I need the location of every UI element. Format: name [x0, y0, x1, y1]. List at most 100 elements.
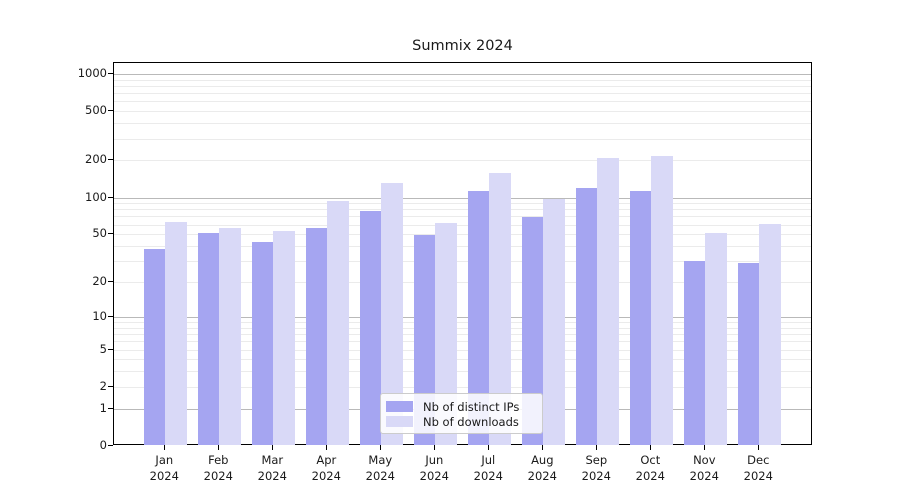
y-tick-label-500: 500	[85, 103, 107, 118]
y-tick-label-20: 20	[92, 274, 107, 288]
bar-downloads-may	[381, 182, 403, 445]
gridline-9	[114, 322, 811, 323]
y-tick-10	[108, 315, 113, 317]
bar-distinct-ips-may	[359, 210, 382, 445]
bar-distinct-ips-oct	[629, 190, 652, 445]
x-tick-label-dec: Dec 2024	[743, 453, 773, 483]
y-tick-200	[108, 159, 113, 161]
gridline-100	[114, 197, 811, 199]
bar-downloads-nov	[705, 233, 727, 445]
bar-downloads-apr	[327, 201, 349, 445]
gridline-6	[114, 341, 811, 343]
y-tick-label-50: 50	[92, 226, 107, 241]
bar-downloads-jan	[165, 222, 187, 445]
bar-downloads-jun	[435, 222, 457, 445]
y-tick-label-200: 200	[85, 152, 107, 167]
gridline-70	[114, 216, 811, 218]
gridline-50	[114, 234, 811, 236]
x-tick-apr	[326, 445, 328, 450]
bar-downloads-mar	[273, 231, 295, 445]
bar-downloads-feb	[219, 228, 241, 445]
bar-downloads-aug	[543, 199, 565, 445]
legend: Nb of distinct IPs Nb of downloads	[380, 393, 543, 434]
gridline-7	[114, 334, 811, 335]
y-tick-label-5: 5	[99, 341, 107, 356]
bar-distinct-ips-jun	[413, 235, 436, 445]
bar-distinct-ips-dec	[737, 262, 760, 445]
y-tick-label-1000: 1000	[77, 65, 107, 80]
gridline-8	[114, 327, 811, 329]
x-tick-aug	[542, 445, 544, 450]
x-tick-label-oct: Oct 2024	[635, 453, 665, 483]
gridline-80	[114, 209, 811, 211]
bar-downloads-sep	[597, 158, 619, 445]
x-tick-label-jul: Jul 2024	[473, 453, 503, 483]
x-tick-jan	[164, 445, 166, 450]
gridline-300	[114, 138, 811, 140]
bar-distinct-ips-aug	[521, 217, 544, 445]
x-tick-label-nov: Nov 2024	[689, 453, 719, 483]
bar-downloads-oct	[651, 156, 673, 445]
y-tick-5	[108, 348, 113, 350]
y-tick-0	[108, 445, 113, 446]
x-tick-label-jan: Jan 2024	[149, 453, 179, 483]
legend-swatch-distinct-ips	[386, 401, 413, 412]
x-tick-mar	[272, 445, 274, 450]
x-tick-dec	[758, 445, 760, 450]
y-tick-label-10: 10	[92, 308, 107, 323]
bar-distinct-ips-apr	[305, 228, 328, 445]
legend-item-distinct-ips: Nb of distinct IPs	[386, 399, 534, 414]
y-tick-1	[108, 407, 113, 409]
y-tick-100	[108, 196, 113, 198]
x-tick-jun	[434, 445, 436, 450]
x-tick-label-mar: Mar 2024	[257, 453, 287, 483]
y-tick-500	[108, 110, 113, 112]
gridline-20	[114, 282, 811, 283]
legend-label-distinct-ips: Nb of distinct IPs	[423, 399, 520, 414]
x-tick-label-may: May 2024	[365, 453, 395, 483]
x-tick-label-jun: Jun 2024	[419, 453, 449, 483]
x-tick-may	[380, 445, 382, 450]
x-tick-label-aug: Aug 2024	[527, 453, 557, 483]
legend-label-downloads: Nb of downloads	[423, 414, 519, 429]
y-tick-label-100: 100	[85, 189, 107, 204]
gridline-200	[114, 160, 811, 162]
plot-area	[113, 62, 812, 445]
gridline-30	[114, 261, 811, 263]
gridline-800	[114, 85, 811, 87]
x-tick-nov	[704, 445, 706, 450]
bar-distinct-ips-jan	[143, 248, 166, 445]
bar-distinct-ips-sep	[575, 188, 598, 445]
gridline-2	[114, 386, 811, 388]
gridline-900	[114, 79, 811, 81]
x-tick-jul	[488, 445, 490, 450]
gridline-400	[114, 123, 811, 125]
bar-downloads-dec	[759, 223, 781, 445]
chart-title: Summix 2024	[412, 38, 513, 54]
bar-distinct-ips-nov	[683, 261, 706, 445]
x-tick-label-apr: Apr 2024	[311, 453, 341, 483]
y-tick-2	[108, 385, 113, 387]
gridline-700	[114, 93, 811, 95]
y-tick-20	[108, 281, 113, 282]
legend-item-downloads: Nb of downloads	[386, 414, 534, 429]
gridline-10	[114, 316, 811, 318]
y-tick-1000	[108, 72, 113, 74]
gridline-60	[114, 224, 811, 226]
bar-distinct-ips-feb	[197, 233, 220, 445]
x-tick-label-sep: Sep 2024	[581, 453, 611, 483]
bar-distinct-ips-mar	[251, 242, 274, 445]
x-tick-sep	[596, 445, 598, 450]
gridline-40	[114, 246, 811, 247]
gridline-5	[114, 349, 811, 351]
gridline-4	[114, 359, 811, 361]
x-tick-label-feb: Feb 2024	[203, 453, 233, 483]
y-tick-50	[108, 233, 113, 235]
y-tick-label-0: 0	[99, 438, 107, 452]
gridline-600	[114, 101, 811, 103]
x-tick-feb	[218, 445, 220, 450]
legend-swatch-downloads	[386, 416, 413, 427]
x-tick-oct	[650, 445, 652, 450]
gridline-3	[114, 371, 811, 373]
bar-distinct-ips-jul	[467, 191, 490, 445]
